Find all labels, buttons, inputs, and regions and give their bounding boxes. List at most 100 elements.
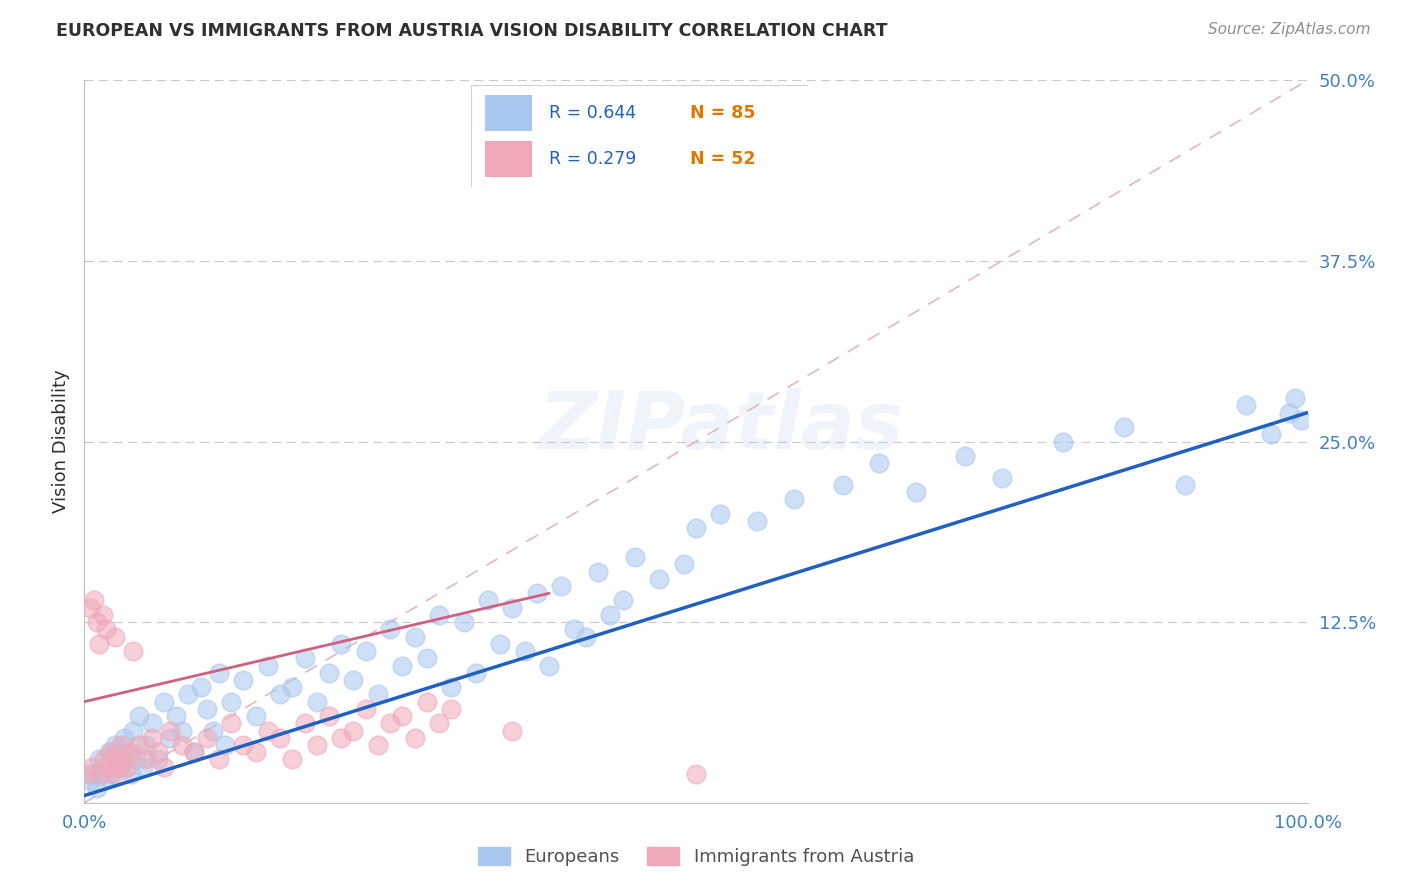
Point bbox=[1236, 398, 1258, 412]
Point bbox=[624, 550, 647, 565]
Point bbox=[135, 738, 157, 752]
Point bbox=[232, 673, 254, 687]
Point bbox=[214, 738, 236, 752]
Point bbox=[141, 731, 163, 745]
Point bbox=[96, 623, 118, 637]
FancyBboxPatch shape bbox=[471, 85, 808, 187]
Point bbox=[391, 709, 413, 723]
Point bbox=[380, 623, 402, 637]
Point bbox=[128, 738, 150, 752]
Point bbox=[404, 731, 426, 745]
Point bbox=[1291, 413, 1313, 427]
Point bbox=[122, 723, 145, 738]
Point bbox=[165, 709, 187, 723]
Point bbox=[135, 752, 157, 766]
Text: ZIPatlas: ZIPatlas bbox=[538, 388, 903, 467]
Point bbox=[122, 644, 145, 658]
Point bbox=[172, 723, 194, 738]
Point bbox=[464, 665, 486, 680]
Point bbox=[83, 767, 105, 781]
FancyBboxPatch shape bbox=[485, 141, 531, 177]
Point bbox=[685, 521, 707, 535]
Point bbox=[219, 695, 242, 709]
Text: N = 85: N = 85 bbox=[690, 104, 756, 122]
Point bbox=[128, 709, 150, 723]
Point bbox=[648, 572, 671, 586]
Point bbox=[831, 478, 853, 492]
Point bbox=[305, 695, 328, 709]
Point bbox=[257, 658, 280, 673]
Point bbox=[86, 781, 108, 796]
Point bbox=[110, 760, 132, 774]
Point bbox=[91, 607, 114, 622]
Point bbox=[219, 716, 242, 731]
Point bbox=[183, 745, 205, 759]
Point bbox=[172, 738, 194, 752]
Point bbox=[195, 731, 218, 745]
Point bbox=[991, 471, 1014, 485]
Point bbox=[125, 752, 148, 766]
Point bbox=[562, 623, 585, 637]
Point bbox=[245, 709, 267, 723]
Point bbox=[1174, 478, 1197, 492]
Point bbox=[201, 723, 224, 738]
Point bbox=[342, 673, 364, 687]
FancyBboxPatch shape bbox=[485, 95, 531, 131]
Point bbox=[367, 687, 389, 701]
Point bbox=[489, 637, 512, 651]
Point bbox=[90, 767, 112, 781]
Point bbox=[367, 738, 389, 752]
Point bbox=[354, 644, 377, 658]
Point bbox=[86, 615, 108, 630]
Point bbox=[107, 752, 129, 766]
Text: R = 0.279: R = 0.279 bbox=[548, 150, 636, 168]
Point bbox=[177, 687, 200, 701]
Point bbox=[342, 723, 364, 738]
Point bbox=[318, 665, 340, 680]
Text: EUROPEAN VS IMMIGRANTS FROM AUSTRIA VISION DISABILITY CORRELATION CHART: EUROPEAN VS IMMIGRANTS FROM AUSTRIA VISI… bbox=[56, 22, 887, 40]
Point bbox=[354, 702, 377, 716]
Point bbox=[305, 738, 328, 752]
Point bbox=[120, 745, 142, 759]
Point bbox=[513, 644, 536, 658]
Point bbox=[709, 507, 731, 521]
Point bbox=[77, 767, 100, 781]
Point bbox=[416, 651, 439, 665]
Point bbox=[1278, 406, 1301, 420]
Point bbox=[87, 637, 110, 651]
Point bbox=[87, 752, 110, 766]
Point bbox=[100, 745, 122, 759]
Point bbox=[107, 760, 129, 774]
Point bbox=[105, 752, 128, 766]
Point bbox=[159, 723, 181, 738]
Point bbox=[281, 680, 304, 694]
Point bbox=[104, 738, 127, 752]
Point bbox=[953, 449, 976, 463]
Point bbox=[208, 752, 231, 766]
Point bbox=[96, 770, 118, 784]
Point bbox=[502, 723, 524, 738]
Point bbox=[208, 665, 231, 680]
Point bbox=[232, 738, 254, 752]
Point bbox=[269, 731, 291, 745]
Point bbox=[330, 731, 353, 745]
Point bbox=[97, 760, 120, 774]
Point bbox=[1260, 427, 1282, 442]
Point bbox=[550, 579, 572, 593]
Point bbox=[672, 558, 695, 572]
Point bbox=[905, 485, 928, 500]
Point bbox=[380, 716, 402, 731]
Point bbox=[538, 658, 561, 673]
Point bbox=[685, 767, 707, 781]
Point bbox=[112, 752, 135, 766]
Text: N = 52: N = 52 bbox=[690, 150, 756, 168]
Point bbox=[93, 752, 115, 766]
Point bbox=[869, 456, 891, 470]
Point bbox=[100, 767, 122, 781]
Point bbox=[79, 600, 101, 615]
Point bbox=[80, 760, 103, 774]
Point bbox=[1114, 420, 1136, 434]
Point bbox=[330, 637, 353, 651]
Point bbox=[575, 630, 598, 644]
Point bbox=[416, 695, 439, 709]
